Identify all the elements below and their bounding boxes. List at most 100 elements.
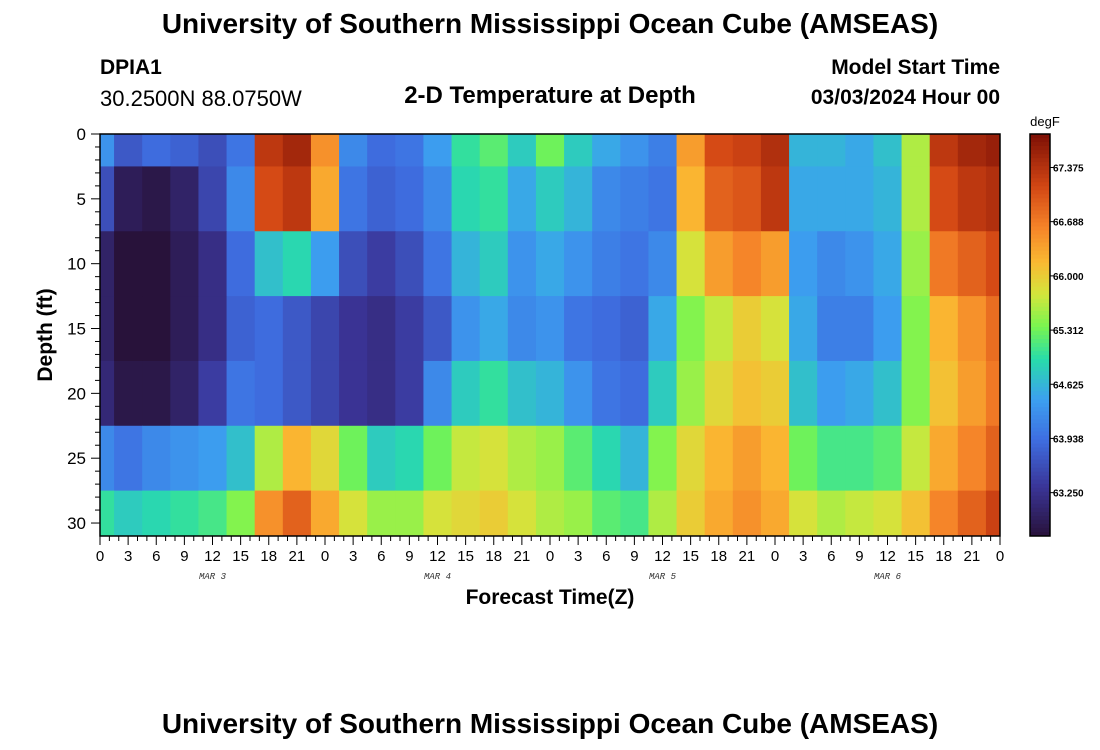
colorbar-tick-label: 63.250 bbox=[1053, 489, 1084, 500]
x-tick-label: 18 bbox=[710, 548, 727, 565]
heatmap-cell bbox=[114, 425, 143, 492]
x-tick-label: 12 bbox=[879, 548, 896, 565]
heatmap-cell bbox=[254, 296, 284, 362]
heatmap-cell bbox=[535, 296, 565, 362]
heatmap-cell bbox=[142, 134, 171, 167]
colorbar-segment bbox=[1030, 503, 1050, 509]
heatmap-cell bbox=[873, 166, 903, 232]
colorbar-segment bbox=[1030, 475, 1050, 481]
colorbar-frame bbox=[1029, 133, 1051, 537]
heatmap-cell bbox=[479, 231, 509, 297]
colorbar-segment bbox=[1030, 298, 1050, 304]
heatmap-cell bbox=[732, 296, 762, 362]
heatmap-cell bbox=[254, 425, 284, 492]
colorbar-segment bbox=[1030, 134, 1050, 139]
colorbar-segment bbox=[1030, 435, 1050, 441]
colorbar-tick-label: 66.000 bbox=[1053, 272, 1084, 283]
heatmap-cell bbox=[254, 166, 284, 232]
colorbar-segment bbox=[1030, 419, 1050, 424]
colorbar-segment bbox=[1030, 206, 1050, 211]
heatmap-cell bbox=[929, 490, 959, 537]
heatmap-cell bbox=[789, 360, 818, 427]
heatmap-cell bbox=[198, 425, 228, 492]
colorbar-segment bbox=[1030, 286, 1050, 292]
x-tick-label: 15 bbox=[232, 548, 249, 565]
heatmap-cell bbox=[395, 166, 424, 232]
heatmap-cell bbox=[957, 490, 987, 537]
colorbar-tick-label: 67.375 bbox=[1053, 164, 1084, 175]
date-label: MAR 6 bbox=[874, 572, 902, 582]
heatmap-cell bbox=[507, 360, 537, 427]
colorbar-segment bbox=[1030, 182, 1050, 187]
colorbar-segment bbox=[1030, 162, 1050, 167]
heatmap-cell bbox=[100, 296, 115, 362]
colorbar-segment bbox=[1030, 359, 1050, 364]
colorbar-segment bbox=[1030, 363, 1050, 368]
heatmap-cell bbox=[282, 296, 312, 362]
heatmap-cell bbox=[507, 166, 537, 232]
heatmap-cell bbox=[957, 425, 987, 492]
colorbar-segment bbox=[1030, 351, 1050, 356]
page-title: University of Southern Mississippi Ocean… bbox=[161, 8, 939, 39]
heatmap-cell bbox=[648, 425, 678, 492]
heatmap-cell bbox=[873, 134, 903, 167]
colorbar-segment bbox=[1030, 523, 1050, 529]
heatmap-cell bbox=[367, 296, 396, 362]
x-tick-label: 15 bbox=[907, 548, 924, 565]
colorbar-segment bbox=[1030, 527, 1050, 533]
x-tick-label: 6 bbox=[152, 548, 160, 565]
colorbar-segment bbox=[1030, 262, 1050, 268]
heatmap-cell bbox=[226, 360, 256, 427]
heatmap-cell bbox=[423, 490, 453, 537]
heatmap-cell bbox=[226, 296, 256, 362]
heatmap-cell bbox=[339, 490, 368, 537]
date-label: MAR 5 bbox=[649, 572, 677, 582]
heatmap-cell bbox=[760, 296, 790, 362]
station-coordinates: 30.2500N 88.0750W bbox=[100, 86, 302, 111]
heatmap-cell bbox=[732, 134, 762, 167]
heatmap-cell bbox=[282, 425, 312, 492]
heatmap-cell bbox=[817, 490, 846, 537]
heatmap-cell bbox=[620, 166, 649, 232]
y-tick-label: 15 bbox=[67, 320, 86, 339]
colorbar-segment bbox=[1030, 427, 1050, 432]
heatmap-cell bbox=[676, 166, 706, 232]
heatmap-cell bbox=[620, 134, 649, 167]
heatmap-cell bbox=[676, 134, 706, 167]
heatmap-cell bbox=[732, 166, 762, 232]
colorbar-segment bbox=[1030, 278, 1050, 284]
heatmap-cell bbox=[676, 296, 706, 362]
heatmap-cell bbox=[732, 490, 762, 537]
colorbar-segment bbox=[1030, 375, 1050, 380]
heatmap-cell bbox=[985, 490, 1001, 537]
colorbar-segment bbox=[1030, 407, 1050, 412]
heatmap-cell bbox=[282, 134, 312, 167]
heatmap-cell bbox=[676, 231, 706, 297]
chart-subtitle: 2-D Temperature at Depth bbox=[404, 82, 696, 109]
heatmap-cell bbox=[535, 166, 565, 232]
heatmap-cell bbox=[395, 134, 424, 167]
colorbar-segment bbox=[1030, 379, 1050, 384]
heatmap-cell bbox=[170, 490, 199, 537]
heatmap-cell bbox=[789, 490, 818, 537]
colorbar-segment bbox=[1030, 411, 1050, 416]
colorbar-segment bbox=[1030, 290, 1050, 296]
colorbar-segment bbox=[1030, 222, 1050, 227]
heatmap-cell bbox=[310, 166, 340, 232]
x-tick-label: 12 bbox=[429, 548, 446, 565]
heatmap-cell bbox=[873, 296, 903, 362]
heatmap-cell bbox=[451, 231, 481, 297]
heatmap-cell bbox=[310, 134, 340, 167]
heatmap-cell bbox=[592, 425, 621, 492]
colorbar-segment bbox=[1030, 367, 1050, 372]
colorbar-segment bbox=[1030, 326, 1050, 332]
heatmap-cell bbox=[198, 296, 228, 362]
heatmap-cell bbox=[423, 134, 453, 167]
heatmap-cell bbox=[845, 490, 874, 537]
x-tick-label: 0 bbox=[996, 548, 1004, 565]
colorbar-segment bbox=[1030, 314, 1050, 320]
heatmap-cell bbox=[310, 490, 340, 537]
x-axis-title: Forecast Time(Z) bbox=[466, 586, 635, 609]
heatmap-cell bbox=[648, 296, 678, 362]
colorbar-segment bbox=[1030, 339, 1050, 344]
